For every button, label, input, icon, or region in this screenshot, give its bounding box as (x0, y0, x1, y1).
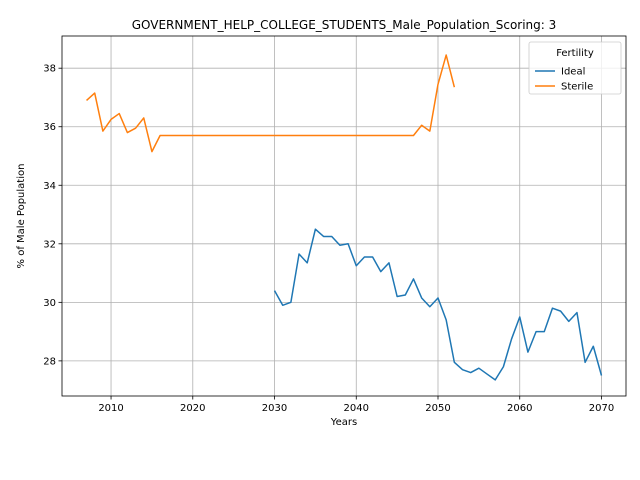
x-tick-label: 2020 (180, 403, 205, 414)
legend-box (528, 41, 622, 95)
x-tick-label: 2060 (507, 403, 532, 414)
y-tick-label: 30 (43, 298, 56, 309)
series-lines (86, 54, 603, 381)
legend-label-ideal: Ideal (561, 67, 585, 78)
legend-label-sterile: Sterile (561, 82, 593, 93)
y-tick-label: 38 (43, 64, 56, 75)
x-axis-label: Years (330, 417, 357, 428)
x-tick-label: 2050 (425, 403, 450, 414)
series-line-sterile (86, 54, 456, 153)
legend-items: Ideal Sterile (535, 67, 593, 93)
y-tick-label: 28 (43, 356, 56, 367)
legend: Fertility Ideal Sterile (528, 41, 622, 95)
legend-title: Fertility (556, 48, 594, 59)
series-line-ideal (273, 228, 603, 381)
y-axis-label: % of Male Population (16, 164, 27, 269)
x-tick-label: 2030 (262, 403, 287, 414)
x-axis-ticks: 2010 2020 2030 2040 2050 2060 2070 (98, 396, 614, 414)
chart-title: GOVERNMENT_HELP_COLLEGE_STUDENTS_Male_Po… (132, 18, 557, 32)
y-tick-label: 32 (43, 239, 56, 250)
x-tick-label: 2040 (344, 403, 369, 414)
y-tick-label: 34 (43, 181, 56, 192)
y-axis-ticks: 28 30 32 34 36 38 (43, 64, 62, 367)
x-tick-label: 2070 (589, 403, 614, 414)
plot-frame (61, 35, 627, 397)
x-tick-label: 2010 (98, 403, 123, 414)
y-tick-label: 36 (43, 122, 56, 133)
